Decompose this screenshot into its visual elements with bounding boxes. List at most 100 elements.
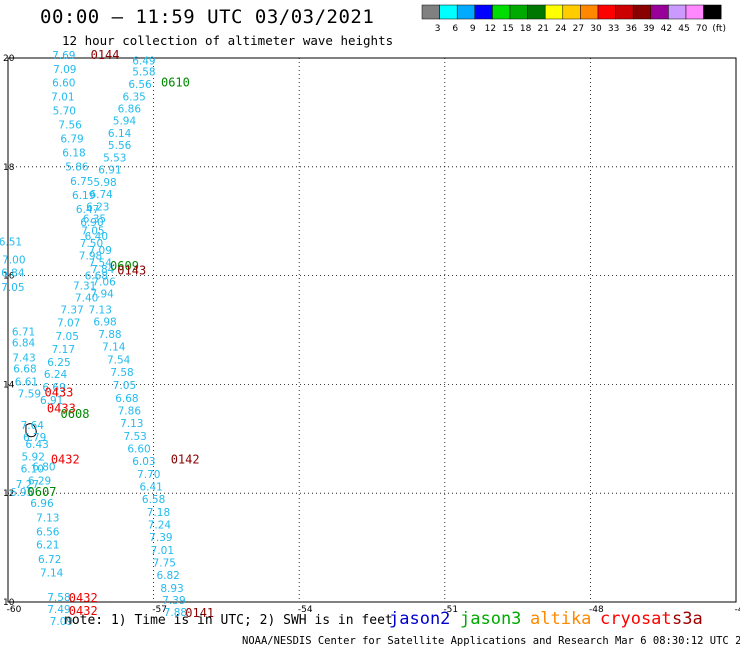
- page-subtitle: 12 hour collection of altimeter wave hei…: [62, 33, 394, 48]
- swh-value: 6.18: [62, 147, 85, 159]
- swh-value: 6.56: [36, 527, 60, 539]
- swh-value: 6.43: [25, 439, 48, 451]
- swh-value: 6.90: [80, 217, 103, 229]
- swh-value: 7.14: [40, 567, 64, 579]
- wave-height-values: 7.697.096.607.015.707.566.796.185.866.75…: [0, 50, 187, 628]
- lat-tick-label: 16: [3, 272, 15, 282]
- swh-value: 6.68: [13, 363, 36, 375]
- swh-value: 6.75: [70, 176, 93, 188]
- swh-value: 7.84: [91, 264, 115, 276]
- swh-value: 7.07: [57, 318, 80, 330]
- swh-value: 6.74: [89, 189, 113, 201]
- swh-value: 7.56: [58, 120, 82, 132]
- legend-label: 70: [696, 24, 708, 34]
- swh-value: 6.60: [52, 77, 75, 89]
- legend-label: 27: [573, 24, 584, 34]
- pass-time-label: 0142: [171, 452, 200, 466]
- legend-label: 12: [485, 24, 496, 34]
- map-frame: [7, 57, 737, 603]
- swh-value: 7.54: [89, 257, 113, 269]
- legend-label: 39: [643, 24, 655, 34]
- pass-time-label: 0433: [45, 385, 74, 399]
- swh-value: 7.13: [89, 305, 112, 317]
- swh-value: 8.93: [160, 583, 183, 595]
- swh-value: 7.01: [151, 545, 174, 557]
- pass-time-label: 0144: [91, 48, 120, 62]
- swh-value: 6.68: [115, 393, 138, 405]
- pass-time-label: 0433: [47, 402, 76, 416]
- swh-value: 5.58: [132, 66, 155, 78]
- swh-value: 7.50: [80, 238, 103, 250]
- swh-value: 7.54: [107, 355, 131, 367]
- legend-label: 18: [520, 24, 532, 34]
- swh-value: 5.86: [65, 162, 89, 174]
- lat-tick-label: 20: [3, 54, 15, 64]
- swh-value: 7.70: [137, 469, 160, 481]
- swh-value: 7.49: [47, 604, 70, 616]
- swh-value: 7.24: [148, 520, 172, 532]
- pass-time-label: 0608: [61, 407, 90, 421]
- swh-value: 6.69: [42, 382, 65, 394]
- swh-value: 6.24: [44, 369, 68, 381]
- legend-label: 6: [452, 24, 458, 34]
- swh-value: 6.91: [40, 395, 63, 407]
- credit-footer: NOAA/NESDIS Center for Satellite Applica…: [242, 635, 740, 647]
- swh-value: 6.40: [85, 231, 108, 243]
- swh-value: 7.05: [56, 331, 79, 343]
- swh-value: 7.01: [51, 91, 74, 103]
- legend-label: 42: [661, 24, 672, 34]
- swh-value: 7.27: [16, 479, 39, 491]
- swh-value: 6.95: [10, 487, 33, 499]
- swh-value: 6.79: [60, 133, 83, 145]
- legend-label: 45: [678, 24, 689, 34]
- lon-tick-label: -45: [735, 605, 740, 615]
- island-outline: [25, 423, 37, 438]
- swh-value: 6.56: [128, 79, 152, 91]
- pass-time-label: 0609: [110, 259, 139, 273]
- swh-value: 7.09: [53, 64, 76, 76]
- swh-value: 6.68: [85, 270, 108, 282]
- swh-value: 6.49: [132, 56, 155, 68]
- swh-value: 7.64: [21, 420, 45, 432]
- lat-tick-label: 10: [3, 598, 15, 608]
- swh-value: 6.29: [28, 475, 51, 487]
- swh-value: 6.25: [47, 357, 70, 369]
- swh-value: 5.70: [53, 106, 76, 118]
- swh-value: 7.40: [75, 293, 98, 305]
- swh-value: 6.47: [76, 204, 99, 216]
- swh-value: 7.05: [113, 380, 136, 392]
- swh-value: 6.86: [118, 103, 142, 115]
- swh-value: 6.35: [83, 213, 106, 225]
- lat-tick-label: 12: [3, 489, 14, 499]
- swh-value: 6.84: [1, 268, 25, 280]
- swh-value: 7.06: [92, 276, 116, 288]
- swh-value: 6.58: [142, 494, 165, 506]
- swh-value: 7.98: [79, 250, 102, 262]
- swh-value: 7.69: [52, 50, 75, 62]
- swh-value: 7.58: [47, 592, 70, 604]
- swh-value: 7.00: [2, 255, 25, 267]
- swh-value: 7.88: [98, 329, 121, 341]
- legend-label: 15: [502, 24, 513, 34]
- swh-value: 7.05: [1, 282, 24, 294]
- swh-value: 6.91: [98, 164, 121, 176]
- swh-value: 5.98: [93, 177, 116, 189]
- swh-value: 6.84: [12, 337, 36, 349]
- swh-value: 6.60: [127, 443, 150, 455]
- swh-value: 7.86: [118, 405, 142, 417]
- legend-label: (ft): [712, 24, 726, 34]
- swh-value: 7.37: [60, 305, 83, 317]
- page-title: 00:00 — 11:59 UTC 03/03/2021: [40, 6, 375, 28]
- swh-value: 6.10: [21, 464, 44, 476]
- swh-value: 5.56: [108, 140, 132, 152]
- swh-value: 7.39: [162, 595, 185, 607]
- swh-value: 7.09: [50, 616, 73, 628]
- legend-label: 24: [555, 24, 567, 34]
- lon-tick-label: -51: [443, 605, 458, 615]
- lon-tick-label: -54: [298, 605, 313, 615]
- legend-label: 21: [537, 24, 548, 34]
- swh-value: 7.31: [73, 281, 96, 293]
- swh-value: 7.09: [89, 245, 112, 257]
